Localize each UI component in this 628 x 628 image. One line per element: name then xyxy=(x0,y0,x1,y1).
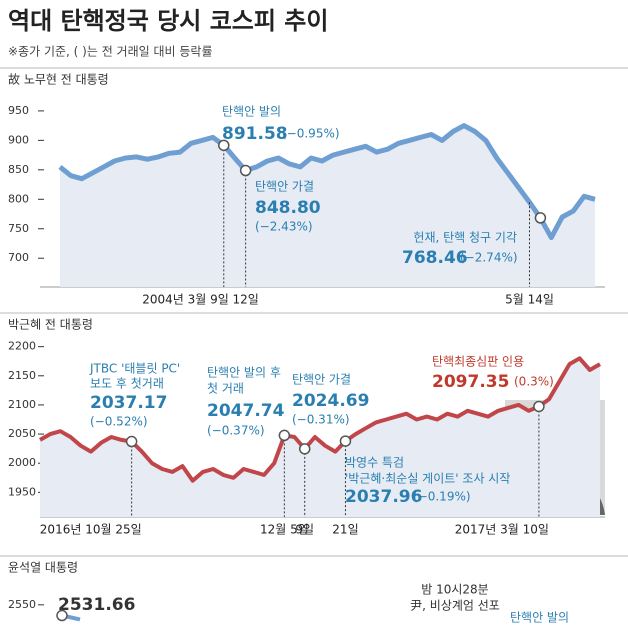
annotation-label: '박근혜·최순실 게이트' 조사 시작 xyxy=(345,472,510,486)
annotation-change: (−0.37%) xyxy=(207,424,265,438)
annotation-label: 尹, 비상계엄 선포 xyxy=(410,599,500,613)
point xyxy=(534,212,547,224)
annotation-change: (−0.31%) xyxy=(292,413,350,427)
y-tick-label: 2550 xyxy=(8,598,36,611)
point xyxy=(533,400,545,413)
annotation-label: 탄핵안 가결 xyxy=(255,180,314,194)
annotation-change: (0.3%) xyxy=(514,375,554,389)
x-tick-label: 5월 14일 xyxy=(505,293,554,307)
y-tick-label: 2000 xyxy=(8,456,36,469)
annotation-value: 2037.17 xyxy=(90,393,167,413)
x-tick-label: 2004년 3월 9일 xyxy=(142,293,229,307)
annotation-value: 2037.96 xyxy=(345,487,422,507)
line xyxy=(58,123,596,241)
y-tick-label: 2050 xyxy=(8,427,36,440)
annotation-value: 2047.74 xyxy=(207,401,285,421)
annotation-change: (−2.74%) xyxy=(460,251,518,265)
area xyxy=(40,358,600,517)
annotation-label: 탄핵안 발의 xyxy=(222,105,281,119)
point xyxy=(125,435,138,448)
y-tick-label: 2150 xyxy=(8,369,36,382)
y-tick-label: 700 xyxy=(8,251,29,264)
annotation-label: 첫 거래 xyxy=(207,382,244,396)
point xyxy=(56,609,68,622)
annotation-label: 밤 10시28분 xyxy=(421,583,488,597)
annotation-label: 탄핵안 발의 xyxy=(510,611,569,625)
annotation-label: 헌재, 탄핵 청구 기각 xyxy=(413,231,517,245)
area xyxy=(60,125,595,287)
point xyxy=(298,443,311,455)
x-tick-label: 12월 5일 xyxy=(260,523,309,537)
annotation-change: (−2.43%) xyxy=(255,220,313,234)
page-title: 역대 탄핵정국 당시 코스피 추이 xyxy=(8,7,328,35)
annotation-change: (−0.95%) xyxy=(282,127,340,141)
x-tick-label: 21일 xyxy=(332,523,358,537)
annotation-label: 박영수 특검 xyxy=(345,456,404,470)
annotation-value: 2531.66 xyxy=(58,595,135,615)
annotation-label: 보도 후 첫거래 xyxy=(90,377,164,391)
annotation-value: 848.80 xyxy=(255,198,321,218)
x-tick-label: 2016년 10월 25일 xyxy=(40,523,142,537)
chart-title: 故 노무현 전 대통령 xyxy=(8,72,109,87)
annotation-label: 탄핵안 발의 후 xyxy=(207,366,281,380)
y-tick-label: 1950 xyxy=(8,485,36,498)
page-subtitle: ※종가 기준, ( )는 전 거래일 대비 등락률 xyxy=(8,45,213,59)
x-tick-label: 12일 xyxy=(232,293,258,307)
annotation-change: (−0.19%) xyxy=(413,490,471,504)
annotation-value: 891.58 xyxy=(222,124,288,144)
y-tick-label: 750 xyxy=(8,222,29,235)
y-tick-label: 950 xyxy=(8,104,29,117)
chart-title: 박근혜 전 대통령 xyxy=(8,318,93,332)
annotation-label: 탄핵최종심판 인용 xyxy=(432,355,524,369)
y-tick-label: 2200 xyxy=(8,340,36,353)
x-tick-label: 2017년 3월 10일 xyxy=(455,523,549,537)
point xyxy=(218,139,230,152)
annotation-label: JTBC '태블릿 PC' xyxy=(89,362,180,376)
point xyxy=(278,429,291,442)
annotation-label: 탄핵안 가결 xyxy=(292,373,351,387)
annotation-value: 768.46 xyxy=(402,248,468,268)
annotation-change: (−0.52%) xyxy=(90,415,148,429)
chart-title: 윤석열 대통령 xyxy=(8,561,78,575)
point xyxy=(339,435,352,447)
annotation-value: 2024.69 xyxy=(292,391,369,411)
y-tick-label: 850 xyxy=(8,163,29,176)
y-tick-label: 800 xyxy=(8,192,29,205)
y-tick-label: 900 xyxy=(8,133,29,146)
point xyxy=(239,164,252,177)
y-tick-label: 2100 xyxy=(8,398,36,411)
x-tick-label: 9일 xyxy=(295,523,314,537)
annotation-value: 2097.35 xyxy=(432,372,509,392)
